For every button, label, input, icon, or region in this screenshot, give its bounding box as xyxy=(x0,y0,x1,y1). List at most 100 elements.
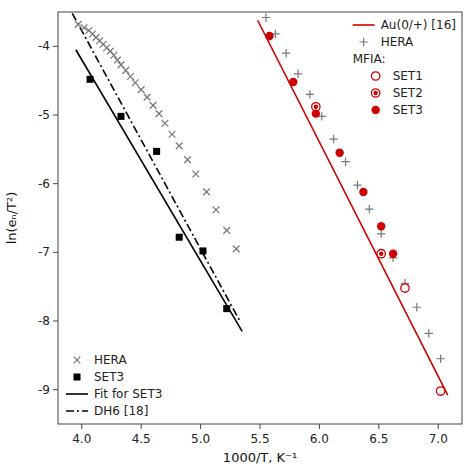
point xyxy=(110,52,117,59)
point xyxy=(153,148,160,155)
legend-label: SET1 xyxy=(393,69,423,83)
legend-label: Au(0/+) [16] xyxy=(381,18,456,32)
y-tick-label: -8 xyxy=(38,314,50,328)
legend-label: HERA xyxy=(94,353,127,367)
y-tick-label: -6 xyxy=(38,177,50,191)
x-tick xyxy=(378,424,379,429)
point xyxy=(359,188,367,196)
y-tick xyxy=(53,183,58,184)
marker-shape xyxy=(379,252,383,256)
marker-shape xyxy=(150,102,157,109)
legend-label: HERA xyxy=(381,35,414,49)
point xyxy=(117,113,124,120)
point xyxy=(294,70,302,78)
legend-marker xyxy=(74,357,81,364)
point xyxy=(213,206,220,213)
x-tick xyxy=(81,424,82,429)
marker-shape xyxy=(425,329,433,337)
marker-shape xyxy=(377,230,385,238)
legend-label: SET3 xyxy=(393,103,423,117)
point xyxy=(329,135,337,143)
plot-background xyxy=(58,12,462,424)
x-tick xyxy=(141,424,142,429)
marker-shape xyxy=(110,52,117,59)
point xyxy=(377,230,385,238)
chart: 4.04.55.05.56.06.57.0-9-8-7-6-5-41000/T,… xyxy=(0,0,474,474)
marker-shape xyxy=(117,113,124,120)
legend-line xyxy=(66,410,88,412)
point xyxy=(312,109,320,117)
marker-shape xyxy=(176,143,183,150)
legend-line xyxy=(66,393,88,395)
marker-shape xyxy=(436,355,444,363)
y-tick-label: -5 xyxy=(38,108,50,122)
x-tick-label: 4.0 xyxy=(72,432,91,446)
point xyxy=(306,90,314,98)
marker-shape xyxy=(127,73,134,80)
y-tick xyxy=(53,46,58,47)
y-tick-label: -9 xyxy=(38,383,50,397)
point xyxy=(162,120,169,127)
marker-shape xyxy=(377,250,385,258)
marker-shape xyxy=(138,86,145,93)
point xyxy=(114,57,121,64)
series-line xyxy=(258,20,448,395)
marker-shape xyxy=(401,284,409,292)
marker-shape xyxy=(312,109,320,117)
marker-shape xyxy=(153,148,160,155)
y-tick xyxy=(53,389,58,390)
point xyxy=(176,234,183,241)
point xyxy=(169,131,176,138)
point xyxy=(425,329,433,337)
point xyxy=(401,284,409,292)
marker-shape xyxy=(377,222,385,230)
point xyxy=(436,387,444,395)
marker-shape xyxy=(289,78,297,86)
marker-shape xyxy=(132,79,139,86)
y-tick-label: -4 xyxy=(38,39,50,53)
legend: HERASET3Fit for SET3DH6 [18] xyxy=(66,353,162,418)
x-tick-label: 5.0 xyxy=(191,432,210,446)
marker-shape xyxy=(122,67,129,74)
marker-shape xyxy=(335,149,343,157)
marker-shape xyxy=(199,247,206,254)
marker-shape xyxy=(184,156,191,163)
point xyxy=(413,303,421,311)
marker-shape xyxy=(262,13,270,21)
marker-shape xyxy=(203,189,210,196)
plot-area xyxy=(72,13,447,395)
marker-shape xyxy=(282,49,290,57)
x-tick xyxy=(260,424,261,429)
point xyxy=(436,355,444,363)
point xyxy=(122,67,129,74)
marker-shape xyxy=(162,120,169,127)
point xyxy=(335,149,343,157)
marker-shape xyxy=(371,106,379,114)
marker-shape xyxy=(371,72,379,80)
x-tick-label: 5.5 xyxy=(250,432,269,446)
marker-shape xyxy=(114,57,121,64)
marker-shape xyxy=(353,181,361,189)
y-tick xyxy=(53,252,58,253)
legend-label: SET3 xyxy=(94,370,124,384)
series-line xyxy=(72,13,240,321)
point xyxy=(184,156,191,163)
point xyxy=(233,246,240,253)
marker-shape xyxy=(169,131,176,138)
x-tick-label: 4.5 xyxy=(132,432,151,446)
marker-shape xyxy=(87,76,94,83)
point xyxy=(203,189,210,196)
legend-label: DH6 [18] xyxy=(94,404,148,418)
point xyxy=(156,110,163,117)
x-tick xyxy=(200,424,201,429)
legend-heading: MFIA: xyxy=(353,52,386,66)
marker-shape xyxy=(265,32,273,40)
legend-line xyxy=(353,24,375,26)
point xyxy=(223,227,230,234)
point xyxy=(223,305,230,312)
point xyxy=(389,250,397,258)
point xyxy=(87,76,94,83)
marker-shape xyxy=(373,91,377,95)
marker-shape xyxy=(436,387,444,395)
marker-shape xyxy=(233,246,240,253)
